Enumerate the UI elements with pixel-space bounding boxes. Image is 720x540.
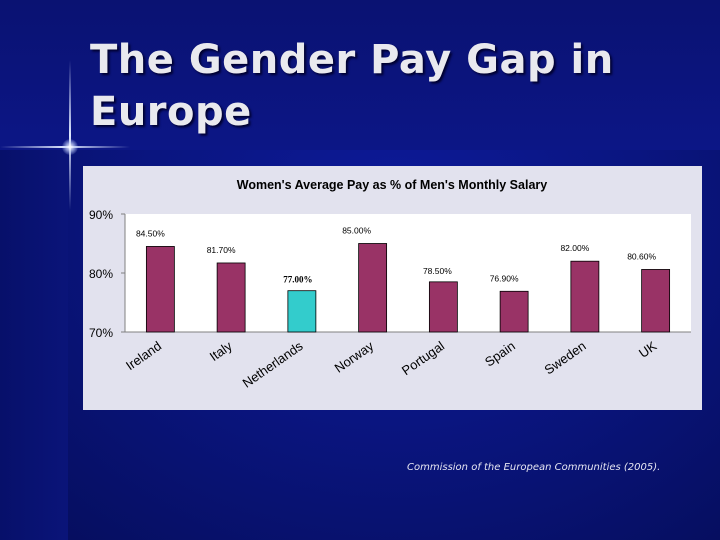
y-tick-label: 80% xyxy=(89,267,113,281)
bar xyxy=(641,269,671,333)
data-label: 82.00% xyxy=(560,243,589,253)
chart-title: Women's Average Pay as % of Men's Monthl… xyxy=(237,178,547,192)
bar xyxy=(145,246,175,333)
x-tick-label: Portugal xyxy=(399,338,447,378)
bar xyxy=(287,290,317,333)
chart-area: Women's Average Pay as % of Men's Monthl… xyxy=(83,166,702,410)
star-glow xyxy=(62,139,78,155)
bar-chart: Women's Average Pay as % of Men's Monthl… xyxy=(89,178,691,391)
data-label: 77.00% xyxy=(283,275,312,285)
bar xyxy=(358,243,388,333)
bar xyxy=(216,262,246,333)
x-tick-label: Ireland xyxy=(123,338,164,373)
data-label: 80.60% xyxy=(627,251,656,261)
left-band xyxy=(0,150,68,540)
bar xyxy=(428,281,458,333)
data-label: 84.50% xyxy=(136,228,165,238)
x-tick-label: Sweden xyxy=(542,338,589,377)
plot-area xyxy=(125,214,691,332)
data-label: 85.00% xyxy=(342,226,371,236)
data-label: 76.90% xyxy=(490,273,519,283)
x-tick-label: UK xyxy=(636,338,660,361)
y-tick-label: 70% xyxy=(89,326,113,340)
y-tick-label: 90% xyxy=(89,208,113,222)
slide-title: The Gender Pay Gap in Europe xyxy=(90,37,614,135)
title-band xyxy=(0,0,720,150)
x-tick-label: Netherlands xyxy=(240,338,306,391)
x-tick-label: Norway xyxy=(332,338,377,376)
star-flare-vertical xyxy=(69,60,71,210)
source-citation: Commission of the European Communities (… xyxy=(407,462,661,473)
x-tick-label: Italy xyxy=(207,338,236,364)
bar xyxy=(570,260,600,333)
x-tick-label: Spain xyxy=(482,338,518,369)
bar xyxy=(499,290,529,333)
data-label: 81.70% xyxy=(207,245,236,255)
data-label: 78.50% xyxy=(423,266,452,276)
